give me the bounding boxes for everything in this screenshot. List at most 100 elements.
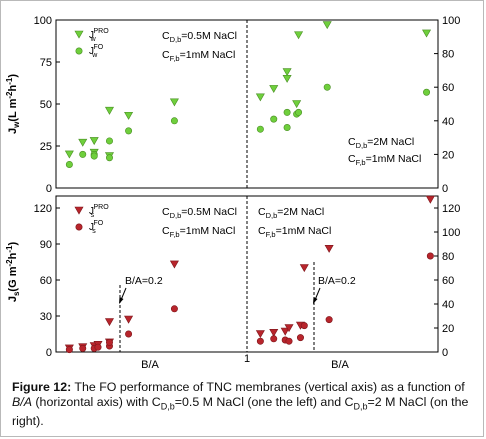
- x-center-tick: 1: [244, 353, 250, 365]
- annot-bottom-left-cdb: CD,b=0.5M NaCl: [162, 206, 237, 220]
- point-top-left-fo-7: [170, 117, 178, 125]
- point-bottom-right-fo-5: [300, 322, 308, 330]
- point-top-left-fo-6: [125, 127, 133, 135]
- caption-sub-db-1: D,b: [160, 401, 175, 412]
- point-top-left-pro-5: [104, 106, 114, 115]
- point-top-right-pro-2: [282, 68, 292, 77]
- point-top-right-pro-4: [292, 100, 302, 109]
- ytick-label-bottom-left-2: 60: [40, 275, 52, 287]
- legend-js-pro-label: JPRO s: [89, 204, 109, 219]
- point-bottom-left-fo-1: [79, 344, 87, 352]
- ytick-label-bottom-right-2: 40: [442, 299, 454, 311]
- ytick-label-bottom-right-3: 60: [442, 275, 454, 287]
- point-top-right-pro-6: [322, 21, 332, 30]
- ytick-label-bottom-left-4: 120: [34, 203, 52, 215]
- figure-plot: 0 25 50 75 100 0 20 40 60 80 100 0 30 60 90 120 0 20 40 60 8…: [5, 15, 460, 371]
- ytick-label-top-left-0: 0: [46, 183, 52, 195]
- point-top-right-fo-5: [295, 108, 303, 116]
- point-top-right-pro-7: [422, 29, 432, 38]
- point-top-left-pro-2: [89, 137, 99, 146]
- point-bottom-right-fo-0: [256, 337, 264, 345]
- point-top-left-fo-3: [90, 152, 98, 160]
- ba02-arrowhead-left: [119, 297, 124, 304]
- ytick-label-bottom-left-3: 90: [40, 239, 52, 251]
- point-top-left-fo-0: [65, 160, 73, 168]
- annot-top-left-cdb: CD,b=0.5M NaCl: [162, 30, 237, 44]
- caption-text-a: The FO performance of TNC membranes (ver…: [71, 380, 465, 394]
- caption-sub-db-2: D,b: [353, 401, 368, 412]
- caption-text-d: =2 M NaCl (on the right).: [12, 395, 469, 429]
- point-top-right-fo-3: [283, 124, 291, 132]
- point-bottom-left-fo-3: [94, 343, 102, 351]
- point-bottom-left-pro-7: [169, 260, 179, 269]
- legend-jw-pro-label: JPRO w: [89, 28, 109, 43]
- point-top-right-fo-2: [283, 108, 291, 116]
- ytick-label-bottom-left-0: 0: [46, 347, 52, 359]
- point-bottom-left-fo-0: [65, 346, 73, 354]
- ytick-label-top-right-0: 0: [442, 183, 448, 195]
- caption-text-c: =0.5 M NaCl (one the left) and C: [174, 395, 354, 409]
- point-top-right-pro-3: [282, 75, 292, 83]
- point-top-left-fo-4: [105, 154, 113, 162]
- caption-text-ba: B/A: [12, 395, 32, 409]
- ytick-label-top-left-4: 100: [34, 15, 52, 27]
- figure-caption: Figure 12: The FO performance of TNC mem…: [12, 380, 476, 429]
- legend-jw-pro-icon: [74, 30, 84, 39]
- point-top-right-pro-5: [294, 31, 304, 40]
- legend-jw-fo-icon: [75, 47, 83, 55]
- ytick-label-top-left-1: 25: [40, 141, 52, 153]
- point-top-right-fo-6: [323, 83, 331, 91]
- ba02-label-right: B/A=0.2: [318, 275, 356, 287]
- ytick-label-top-right-4: 80: [442, 49, 454, 61]
- point-top-left-pro-0: [64, 150, 74, 159]
- ytick-label-top-right-3: 60: [442, 82, 454, 94]
- ba02-arrow-right: [314, 287, 321, 301]
- point-top-right-pro-1: [269, 85, 279, 93]
- point-bottom-left-pro-5: [104, 318, 114, 327]
- point-top-left-fo-1: [79, 150, 87, 158]
- x-label-right: B/A: [331, 359, 349, 371]
- ba02-arrow-left: [120, 287, 127, 301]
- bottom-left-ylabel: Js(G m-2h-1): [5, 242, 21, 303]
- point-top-right-fo-1: [270, 115, 278, 123]
- point-bottom-right-fo-6: [325, 316, 333, 324]
- ytick-label-bottom-right-6: 120: [442, 203, 460, 215]
- point-bottom-right-pro-3: [284, 324, 294, 333]
- point-top-left-pro-1: [78, 138, 88, 147]
- ytick-label-top-right-5: 100: [442, 15, 460, 27]
- legend-js-fo-label: JFO s: [89, 220, 104, 235]
- point-bottom-right-fo-7: [426, 252, 434, 260]
- point-bottom-right-fo-1: [270, 335, 278, 343]
- annot-bottom-left-cfb: CF,b=1mM NaCl: [162, 225, 235, 239]
- annot-top-right-cfb: CF,b=1mM NaCl: [348, 153, 421, 167]
- ytick-label-bottom-left-1: 30: [40, 311, 52, 323]
- point-top-left-pro-6: [124, 111, 134, 120]
- ytick-label-top-right-1: 20: [442, 149, 454, 161]
- point-top-right-fo-0: [256, 125, 264, 133]
- ytick-label-top-left-2: 50: [40, 99, 52, 111]
- point-bottom-right-pro-6: [324, 245, 334, 253]
- ytick-label-bottom-right-4: 80: [442, 251, 454, 263]
- point-bottom-right-pro-2: [280, 327, 290, 336]
- ytick-label-bottom-right-1: 20: [442, 323, 454, 335]
- point-top-left-pro-7: [169, 98, 179, 107]
- point-top-right-fo-7: [423, 88, 431, 96]
- point-bottom-right-pro-7: [425, 195, 435, 204]
- point-bottom-right-pro-0: [255, 330, 265, 339]
- point-bottom-right-pro-5: [299, 264, 309, 273]
- point-bottom-right-fo-4: [296, 334, 304, 342]
- caption-text-b: (horizontal axis) with C: [31, 395, 161, 409]
- ytick-label-bottom-right-5: 100: [442, 227, 460, 239]
- point-bottom-left-fo-5: [105, 338, 113, 346]
- ytick-label-top-left-3: 75: [40, 57, 52, 69]
- point-bottom-left-fo-7: [170, 305, 178, 313]
- x-label-left: B/A: [141, 359, 159, 371]
- annot-bottom-right-cfb: CF,b=1mM NaCl: [258, 225, 331, 239]
- point-top-left-fo-5: [105, 137, 113, 145]
- ba02-arrowhead-right: [313, 297, 318, 304]
- ytick-label-bottom-right-0: 0: [442, 347, 448, 359]
- annot-bottom-right-cdb: CD,b=2M NaCl: [258, 206, 324, 220]
- top-left-ylabel: Jw(L m-2h-1): [5, 74, 21, 134]
- point-bottom-right-pro-1: [269, 328, 279, 337]
